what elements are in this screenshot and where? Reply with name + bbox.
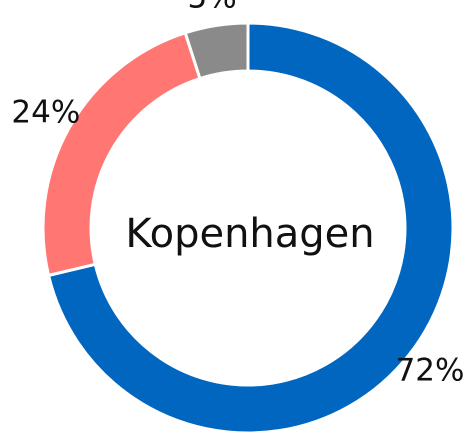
donut-segment <box>46 21 455 434</box>
value-label: 5% <box>187 0 236 15</box>
value-label: 72% <box>396 352 465 388</box>
center-label: Kopenhagen <box>125 211 374 257</box>
donut-segment <box>183 21 250 81</box>
value-label: 24% <box>11 95 80 131</box>
